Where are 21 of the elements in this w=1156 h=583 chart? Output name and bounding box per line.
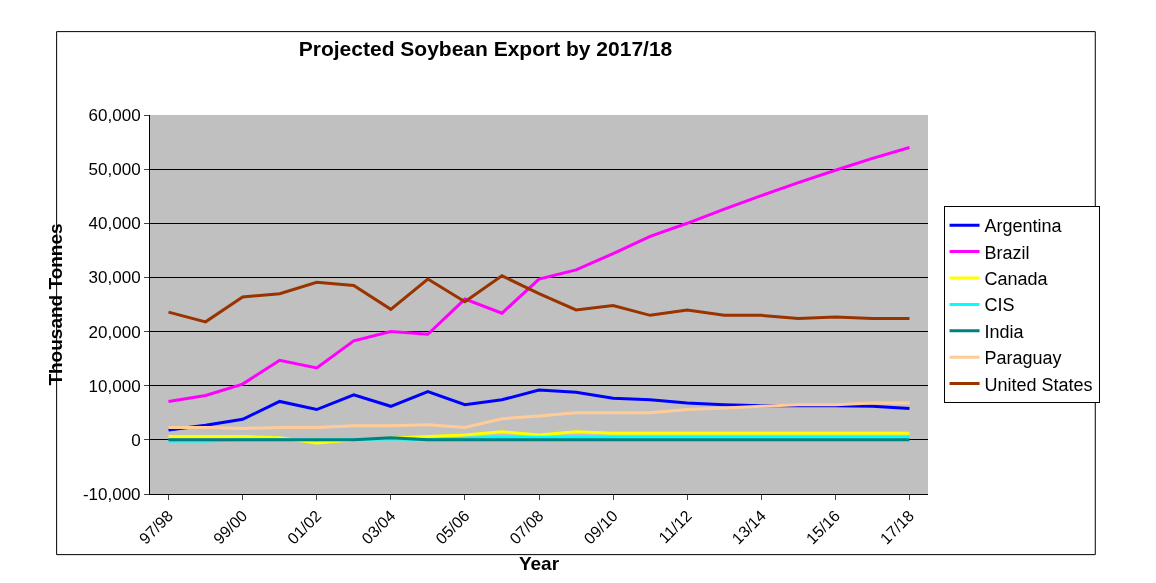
line-series [167, 274, 911, 324]
legend-label: CIS [984, 295, 1015, 316]
y-tick-label: 60,000 [88, 105, 141, 125]
y-tick-label: 0 [131, 430, 141, 450]
y-tick-label: 20,000 [88, 322, 141, 342]
y-tick-label: 50,000 [88, 160, 141, 180]
y-axis-title: Thousand Tonnes [44, 223, 66, 386]
y-tick-label: -10,000 [82, 484, 141, 504]
y-tick-label: 10,000 [88, 376, 141, 396]
chart-title: Projected Soybean Export by 2017/18 [298, 36, 673, 60]
legend-label: Paraguay [984, 348, 1062, 369]
legend-label: Brazil [984, 242, 1030, 263]
y-tick-label: 40,000 [88, 214, 141, 234]
line-series [167, 145, 911, 403]
x-axis-title: Year [518, 553, 560, 575]
legend-label: Argentina [984, 216, 1063, 237]
y-tick-label: 30,000 [88, 268, 141, 288]
line-series [167, 401, 911, 430]
legend-label: United States [984, 374, 1093, 395]
legend-label: Canada [984, 269, 1049, 290]
legend-label: India [984, 321, 1025, 342]
